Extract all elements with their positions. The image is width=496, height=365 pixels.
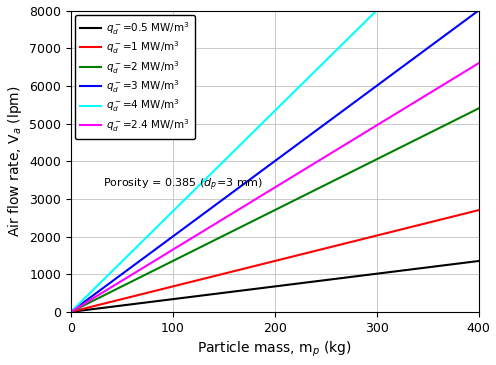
Y-axis label: Air flow rate, V$_a$ (lpm): Air flow rate, V$_a$ (lpm): [5, 85, 23, 237]
$q_d^-$=3 MW/m$^3$: [261, 166, 267, 171]
$q_d^-$=3 MW/m$^3$: [68, 310, 74, 314]
$q_d^-$=2.4 MW/m$^3$: [310, 162, 316, 166]
Line: $q_d^-$=1 MW/m$^3$: $q_d^-$=1 MW/m$^3$: [71, 210, 479, 312]
$q_d^-$=0.5 MW/m$^3$: [466, 260, 472, 264]
$q_d^-$=2 MW/m$^3$: [476, 106, 482, 111]
$q_d^-$=2.4 MW/m$^3$: [289, 175, 295, 180]
$q_d^-$=3 MW/m$^3$: [310, 130, 316, 135]
$q_d^-$=1 MW/m$^3$: [289, 255, 295, 259]
$q_d^-$=0.5 MW/m$^3$: [310, 280, 316, 284]
$q_d^-$=3 MW/m$^3$: [289, 147, 295, 151]
Line: $q_d^-$=2 MW/m$^3$: $q_d^-$=2 MW/m$^3$: [71, 108, 479, 312]
$q_d^-$=1 MW/m$^3$: [466, 211, 472, 215]
$q_d^-$=0.5 MW/m$^3$: [264, 285, 270, 289]
$q_d^-$=0.5 MW/m$^3$: [261, 285, 267, 290]
Text: Porosity = 0.385 ($d_p$=3 mm): Porosity = 0.385 ($d_p$=3 mm): [104, 176, 264, 193]
$q_d^-$=3 MW/m$^3$: [264, 165, 270, 169]
$q_d^-$=3 MW/m$^3$: [402, 63, 408, 67]
$q_d^-$=2 MW/m$^3$: [289, 200, 295, 204]
$q_d^-$=4 MW/m$^3$: [264, 116, 270, 121]
Line: $q_d^-$=0.5 MW/m$^3$: $q_d^-$=0.5 MW/m$^3$: [71, 261, 479, 312]
$q_d^-$=4 MW/m$^3$: [68, 310, 74, 314]
$q_d^-$=0.5 MW/m$^3$: [289, 282, 295, 287]
$q_d^-$=2 MW/m$^3$: [310, 189, 316, 193]
$q_d^-$=2 MW/m$^3$: [264, 212, 270, 216]
$q_d^-$=1 MW/m$^3$: [264, 261, 270, 265]
$q_d^-$=2.4 MW/m$^3$: [476, 61, 482, 65]
$q_d^-$=2.4 MW/m$^3$: [264, 190, 270, 195]
$q_d^-$=1 MW/m$^3$: [68, 310, 74, 314]
$q_d^-$=2.4 MW/m$^3$: [261, 192, 267, 196]
$q_d^-$=2.4 MW/m$^3$: [466, 67, 472, 72]
$q_d^-$=2 MW/m$^3$: [68, 310, 74, 314]
$q_d^-$=4 MW/m$^3$: [261, 119, 267, 123]
$q_d^-$=3 MW/m$^3$: [476, 8, 482, 13]
Legend: $q_d^-$=0.5 MW/m$^3$, $q_d^-$=1 MW/m$^3$, $q_d^-$=2 MW/m$^3$, $q_d^-$=3 MW/m$^3$: $q_d^-$=0.5 MW/m$^3$, $q_d^-$=1 MW/m$^3$…: [75, 15, 195, 139]
$q_d^-$=0.5 MW/m$^3$: [68, 310, 74, 314]
$q_d^-$=2 MW/m$^3$: [466, 111, 472, 116]
$q_d^-$=2 MW/m$^3$: [402, 143, 408, 147]
$q_d^-$=0.5 MW/m$^3$: [402, 268, 408, 272]
$q_d^-$=4 MW/m$^3$: [310, 70, 316, 75]
$q_d^-$=1 MW/m$^3$: [310, 249, 316, 254]
Line: $q_d^-$=3 MW/m$^3$: $q_d^-$=3 MW/m$^3$: [71, 11, 479, 312]
$q_d^-$=1 MW/m$^3$: [402, 226, 408, 231]
$q_d^-$=1 MW/m$^3$: [261, 261, 267, 266]
$q_d^-$=3 MW/m$^3$: [466, 16, 472, 20]
Line: $q_d^-$=4 MW/m$^3$: $q_d^-$=4 MW/m$^3$: [71, 0, 479, 312]
Line: $q_d^-$=2.4 MW/m$^3$: $q_d^-$=2.4 MW/m$^3$: [71, 63, 479, 312]
$q_d^-$=1 MW/m$^3$: [476, 208, 482, 212]
$q_d^-$=2.4 MW/m$^3$: [402, 106, 408, 110]
X-axis label: Particle mass, m$_p$ (kg): Particle mass, m$_p$ (kg): [197, 340, 352, 360]
$q_d^-$=0.5 MW/m$^3$: [476, 259, 482, 263]
$q_d^-$=2.4 MW/m$^3$: [68, 310, 74, 314]
$q_d^-$=4 MW/m$^3$: [289, 92, 295, 97]
$q_d^-$=2 MW/m$^3$: [261, 213, 267, 218]
